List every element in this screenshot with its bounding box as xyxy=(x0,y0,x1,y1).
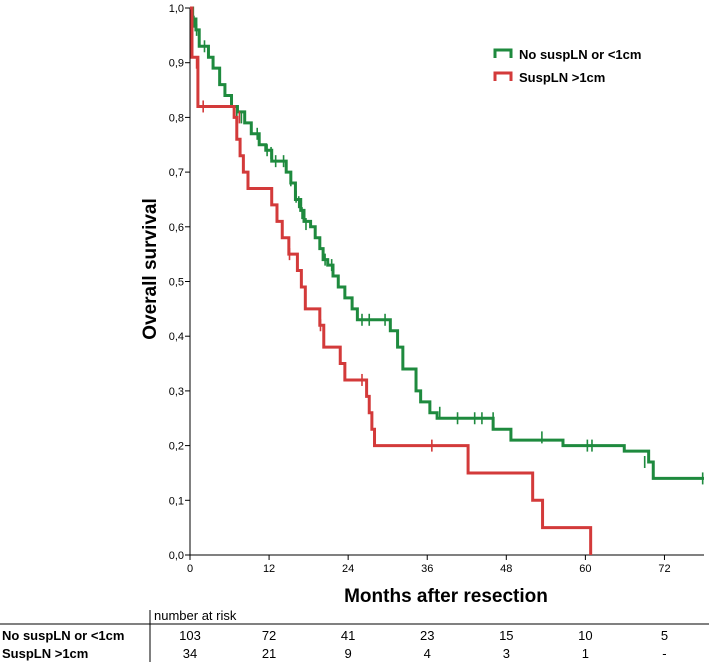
risk-cell: 10 xyxy=(578,628,592,643)
x-tick-label: 36 xyxy=(421,563,433,575)
risk-cell: 1 xyxy=(582,646,589,661)
risk-cell: 15 xyxy=(499,628,513,643)
risk-cell: 3 xyxy=(503,646,510,661)
series-line-0 xyxy=(190,6,704,480)
legend-label-0: No suspLN or <1cm xyxy=(519,47,641,62)
axes-layer: 0,0 0,1 0,2 0,3 0,4 0,5 0,6 0,7 0,8 0,9 1,0 0 12 24 36… xyxy=(169,3,704,575)
y-tick-label: 0,4 xyxy=(169,331,184,343)
y-tick-label: 0,3 xyxy=(169,386,184,398)
x-tick-label: 72 xyxy=(658,563,670,575)
y-tick-label: 0,0 xyxy=(169,550,184,562)
x-axis-title: Months after resection xyxy=(344,586,548,607)
risk-cell: 72 xyxy=(262,628,276,643)
y-tick-label: 0,7 xyxy=(169,167,184,179)
y-tick-label: 0,5 xyxy=(169,277,184,289)
risk-cell: 103 xyxy=(179,628,201,643)
risk-cell: 23 xyxy=(420,628,434,643)
risk-table-title: number at risk xyxy=(154,608,237,623)
x-tick-label: 12 xyxy=(263,563,275,575)
y-axis-title: Overall survival xyxy=(140,198,161,340)
x-tick-label: 0 xyxy=(187,563,193,575)
legend-label-1: SuspLN >1cm xyxy=(519,70,605,85)
x-tick-label: 24 xyxy=(342,563,354,575)
risk-cell: - xyxy=(662,646,666,661)
risk-row-label-0: No suspLN or <1cm xyxy=(2,628,124,643)
risk-cell: 9 xyxy=(345,646,352,661)
y-tick-label: 0,9 xyxy=(169,58,184,70)
y-tick-label: 0,2 xyxy=(169,441,184,453)
series-layer xyxy=(190,6,704,555)
y-tick-label: 1,0 xyxy=(169,3,184,15)
x-tick-label: 60 xyxy=(579,563,591,575)
y-tick-label: 0,6 xyxy=(169,222,184,234)
risk-cell: 5 xyxy=(661,628,668,643)
risk-cell: 34 xyxy=(183,646,197,661)
y-tick-label: 0,1 xyxy=(169,495,184,507)
risk-cell: 21 xyxy=(262,646,276,661)
series-line-1 xyxy=(190,6,593,555)
legend-swatch-1 xyxy=(493,71,513,81)
risk-cell: 4 xyxy=(424,646,431,661)
x-tick-label: 48 xyxy=(500,563,512,575)
risk-row-label-1: SuspLN >1cm xyxy=(2,646,88,661)
legend: No suspLN or <1cm SuspLN >1cm xyxy=(493,47,641,85)
risk-cell: 41 xyxy=(341,628,355,643)
y-tick-label: 0,8 xyxy=(169,112,184,124)
legend-swatch-0 xyxy=(493,48,513,58)
